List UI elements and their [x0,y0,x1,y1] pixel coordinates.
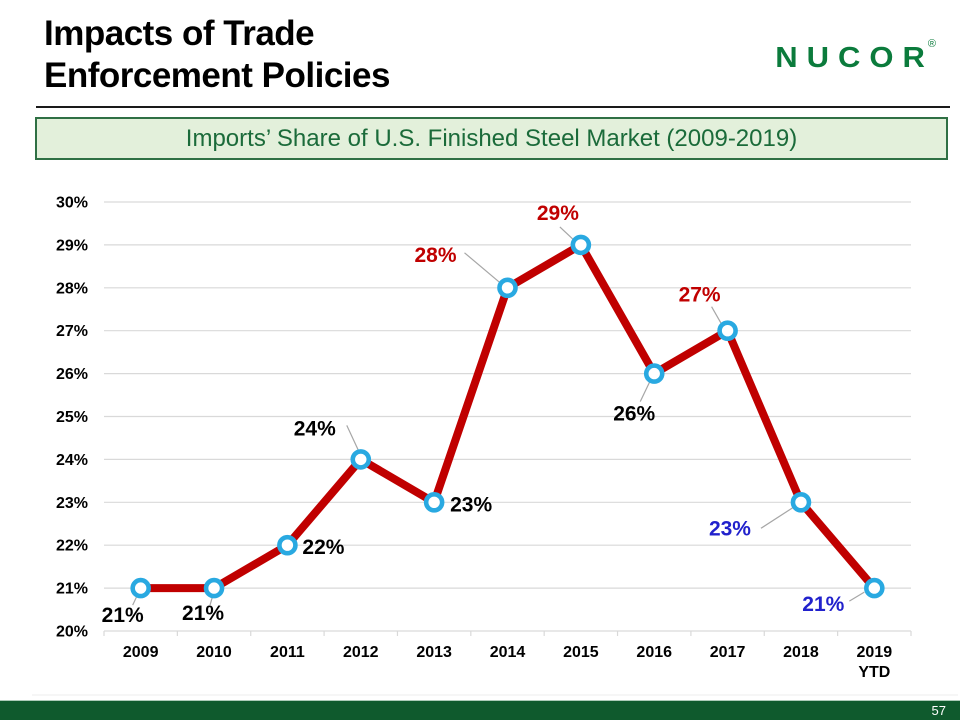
data-label-2016: 26% [613,403,655,426]
x-axis-label-2017: 2017 [710,644,746,661]
data-point-2011 [277,534,298,556]
registered-mark-icon: ® [927,38,936,50]
y-axis-label: 29% [56,237,88,254]
x-axis-label-2012: 2012 [343,644,379,661]
data-label-2017: 27% [679,284,721,307]
data-label-2010: 21% [182,602,224,625]
x-axis-label-2014: 2014 [490,644,526,661]
data-label-2018: 23% [709,517,751,540]
y-axis-label: 27% [56,323,88,340]
data-point-2013 [423,491,445,513]
data-point-2016 [643,363,665,384]
imports-share-line-chart: 30% 29% 28% 27% 26% 25% 24% 23% 22% 21% 20% 21% 21% 2… [30,170,960,700]
x-axis-label-2011: 2011 [270,644,305,661]
data-point-2018 [790,491,812,513]
data-point-2019 [864,577,885,599]
data-label-2019: 21% [802,593,844,616]
nucor-logo: NUCOR® [775,38,942,76]
data-point-2010 [203,577,225,599]
label-leader-line [849,591,865,602]
y-axis-label: 20% [56,624,88,641]
data-label-2009: 21% [102,604,144,627]
y-axis-label: 22% [56,538,88,555]
label-leader-line [760,505,796,529]
chart-title-banner: Imports’ Share of U.S. Finished Steel Ma… [35,117,948,160]
x-axis-label-2019: 2019 [857,644,893,661]
y-axis-label: 26% [56,366,88,383]
y-axis-label: 24% [56,452,88,469]
y-axis-label: 23% [56,495,88,512]
slide-title-line1: Impacts of Trade [44,14,315,53]
label-leader-line [346,425,361,454]
data-label-2011: 22% [302,536,344,559]
y-axis-label: 25% [56,409,88,426]
title-divider [36,106,950,108]
data-point-2012 [350,449,372,470]
data-label-2013: 23% [450,493,492,516]
chart-title-text: Imports’ Share of U.S. Finished Steel Ma… [185,124,798,152]
data-point-2017 [717,320,738,341]
y-axis-label: 28% [56,280,88,297]
slide-title: Impacts of Trade Enforcement Policies [44,13,390,98]
y-axis-label: 30% [56,195,88,212]
data-point-2014 [497,277,518,299]
label-leader-line [464,252,503,286]
data-label-2015: 29% [537,202,579,225]
data-point-2015 [570,234,592,256]
nucor-logo-text: NUCOR [775,41,934,74]
x-axis-label-2009: 2009 [123,644,159,661]
x-axis-label-2013: 2013 [416,644,452,661]
y-axis-label: 21% [56,581,88,598]
page-number: 57 [931,703,946,718]
x-axis-label-2016: 2016 [636,644,672,661]
chart-canvas: 30% 29% 28% 27% 26% 25% 24% 23% 22% 21% 20% 21% 21% 2… [32,195,958,696]
data-label-2012: 24% [294,417,336,440]
footer-bar: 57 [0,700,960,720]
slide-title-line2: Enforcement Policies [44,56,390,96]
x-axis-label-2018: 2018 [783,644,819,661]
data-label-2014: 28% [414,244,456,267]
x-axis-label-2019-line2: YTD [858,664,890,681]
data-point-2009 [130,577,151,599]
x-axis-label-2015: 2015 [563,644,599,661]
x-axis-label-2010: 2010 [196,644,232,661]
